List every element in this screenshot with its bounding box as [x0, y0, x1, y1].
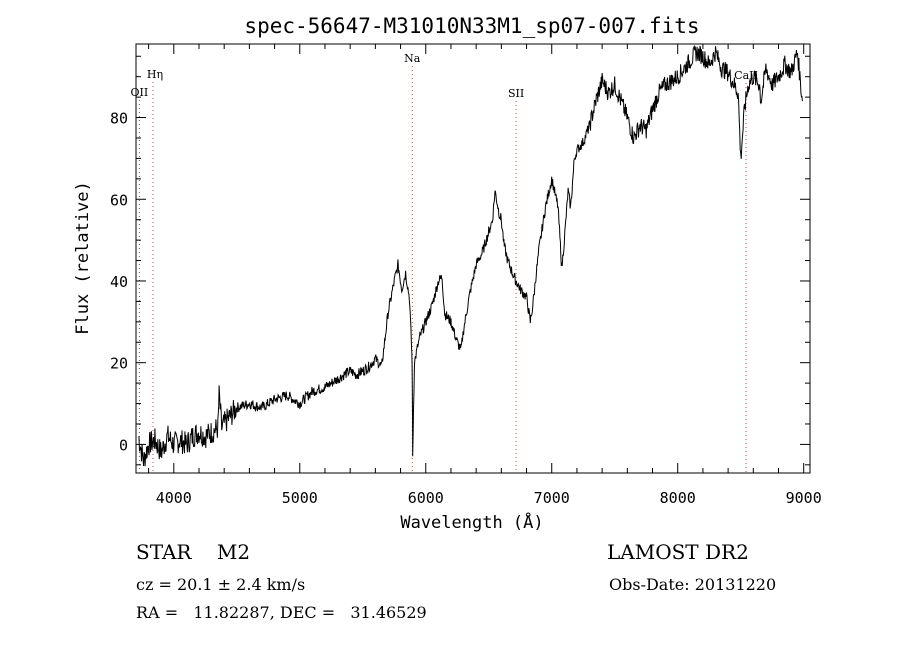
- x-axis-label: Wavelength (Å): [400, 511, 543, 533]
- chart-title: spec-56647-M31010N33M1_sp07-007.fits: [244, 14, 699, 38]
- y-axis-label: Flux (relative): [73, 181, 93, 335]
- spectrum-line: [138, 44, 803, 467]
- obs-date: Obs-Date: 20131220: [609, 575, 777, 594]
- axis-ticks: 4000 5000 6000 7000 8000 9000 0 20 40 60 80: [110, 44, 822, 507]
- x-tick-label: 5000: [282, 489, 318, 507]
- line-marker-label: Hη: [147, 68, 163, 81]
- survey-name: LAMOST DR2: [607, 540, 749, 564]
- redshift-cz: cz = 20.1 ± 2.4 km/s: [136, 575, 306, 594]
- y-tick-label: 40: [110, 273, 128, 291]
- line-marker-label: OII: [131, 86, 149, 99]
- y-tick-label: 20: [110, 355, 128, 373]
- y-tick-label: 80: [110, 110, 128, 128]
- object-class: STAR M2: [136, 540, 251, 564]
- x-tick-label: 6000: [408, 489, 444, 507]
- x-tick-label: 8000: [660, 489, 696, 507]
- coordinates: RA = 11.82287, DEC = 31.46529: [136, 603, 427, 622]
- x-tick-label: 4000: [156, 489, 192, 507]
- line-marker-label: SII: [508, 87, 524, 100]
- x-tick-label: 7000: [534, 489, 570, 507]
- line-marker-label: Na: [404, 52, 421, 65]
- y-tick-label: 0: [119, 436, 128, 454]
- y-tick-label: 60: [110, 191, 128, 209]
- x-tick-label: 9000: [786, 489, 822, 507]
- plot-frame: [135, 43, 811, 474]
